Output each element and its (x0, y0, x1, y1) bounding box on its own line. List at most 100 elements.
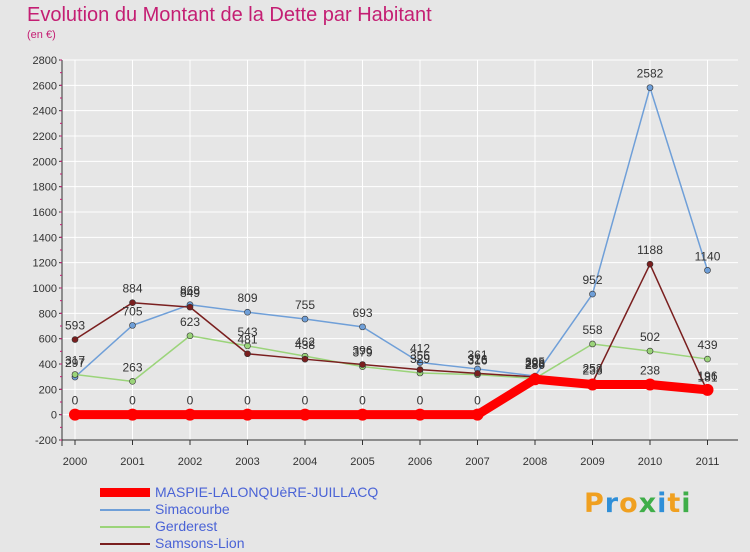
data-label: 356 (410, 349, 430, 363)
data-point (644, 378, 656, 391)
data-label: 755 (295, 298, 315, 312)
data-label: 396 (352, 344, 372, 358)
data-label: 0 (302, 394, 309, 408)
chart-title: Evolution du Montant de la Dette par Hab… (27, 4, 432, 26)
data-point (474, 370, 481, 377)
data-point (186, 303, 194, 311)
data-label: 439 (697, 338, 717, 352)
logo-letter: i (681, 488, 692, 519)
legend-swatch (100, 509, 150, 511)
data-point (129, 378, 136, 385)
data-label: 263 (122, 360, 142, 374)
data-label: 0 (359, 394, 366, 408)
y-tick-label: 1600 (33, 207, 57, 219)
data-point (244, 342, 251, 350)
data-label: 543 (237, 325, 257, 339)
legend-swatch (100, 488, 150, 497)
y-tick-label: 0 (51, 410, 57, 422)
logo-letter: t (667, 488, 682, 519)
data-label: 558 (582, 323, 602, 337)
series-line-3 (74, 263, 709, 393)
chart-unit: (en €) (27, 29, 56, 41)
x-tick-label: 2007 (465, 456, 489, 468)
y-tick-label: 800 (39, 308, 57, 320)
data-label: 1140 (695, 249, 721, 263)
x-tick-label: 2008 (523, 456, 547, 468)
data-point (529, 373, 541, 386)
data-point (416, 359, 424, 366)
data-label: 705 (122, 304, 142, 318)
x-tick-label: 2001 (120, 456, 144, 468)
data-point (704, 355, 711, 363)
data-point (416, 366, 424, 373)
data-label: 305 (525, 355, 545, 369)
data-label: 238 (640, 364, 660, 378)
data-point (244, 350, 251, 358)
data-label: 297 (65, 356, 85, 370)
y-tick-label: 2600 (33, 80, 57, 92)
data-label: 502 (640, 330, 660, 344)
data-label: 0 (129, 394, 136, 408)
x-tick-label: 2000 (63, 456, 87, 468)
data-label: 849 (180, 286, 200, 300)
x-tick-label: 2005 (350, 456, 374, 468)
data-label: 438 (295, 338, 315, 352)
data-label: 1188 (637, 243, 663, 257)
data-label: 952 (582, 273, 602, 287)
logo-letter: r (604, 488, 620, 519)
data-point (244, 308, 251, 316)
x-tick-label: 2009 (580, 456, 604, 468)
data-point (129, 299, 136, 306)
data-point (471, 408, 484, 421)
legend-swatch (100, 526, 150, 528)
data-point (704, 266, 711, 274)
x-tick-label: 2006 (408, 456, 432, 468)
y-tick-label: 1000 (33, 283, 57, 295)
data-label: 623 (180, 315, 200, 329)
x-tick-label: 2011 (696, 456, 720, 468)
data-point (69, 408, 81, 421)
data-label: 868 (180, 284, 200, 298)
data-label: 329 (410, 352, 430, 366)
x-tick-label: 2010 (638, 456, 662, 468)
data-point (241, 408, 254, 421)
y-tick-label: 2400 (33, 106, 57, 118)
data-label: 481 (237, 333, 257, 347)
data-label: 253 (582, 362, 602, 376)
data-label: 809 (237, 291, 257, 305)
y-tick-label: 400 (39, 359, 57, 371)
logo-letter: o (619, 488, 639, 519)
data-label: 238 (582, 364, 602, 378)
data-point (646, 347, 654, 355)
data-point (71, 371, 79, 378)
y-tick-label: 2800 (33, 55, 57, 67)
data-label: 298 (525, 356, 545, 370)
proxiti-logo: Proxiti (584, 488, 692, 519)
data-point (589, 340, 596, 348)
data-label: 326 (467, 352, 487, 366)
data-point (301, 315, 309, 323)
data-label: 181 (697, 371, 717, 385)
data-label: 462 (295, 335, 315, 349)
y-tick-label: 1200 (33, 258, 57, 270)
data-point (701, 383, 714, 396)
legend-label: Samsons-Lion (155, 535, 245, 551)
data-point (186, 332, 194, 340)
data-point (301, 355, 309, 363)
data-label: 317 (65, 354, 85, 368)
data-label: 379 (352, 346, 372, 360)
data-point (356, 408, 369, 421)
data-label: 693 (352, 306, 372, 320)
data-point (586, 378, 599, 391)
y-tick-label: 600 (39, 334, 57, 346)
data-label: 0 (474, 394, 481, 408)
x-tick-label: 2003 (235, 456, 259, 468)
y-tick-label: 2200 (33, 131, 57, 143)
x-tick-label: 2004 (293, 456, 317, 468)
logo-letter: i (657, 488, 668, 519)
data-label: 286 (525, 357, 545, 371)
data-point (646, 84, 654, 91)
data-label: 361 (467, 348, 487, 362)
data-label: 280 (525, 358, 545, 372)
data-label: 0 (244, 394, 251, 408)
